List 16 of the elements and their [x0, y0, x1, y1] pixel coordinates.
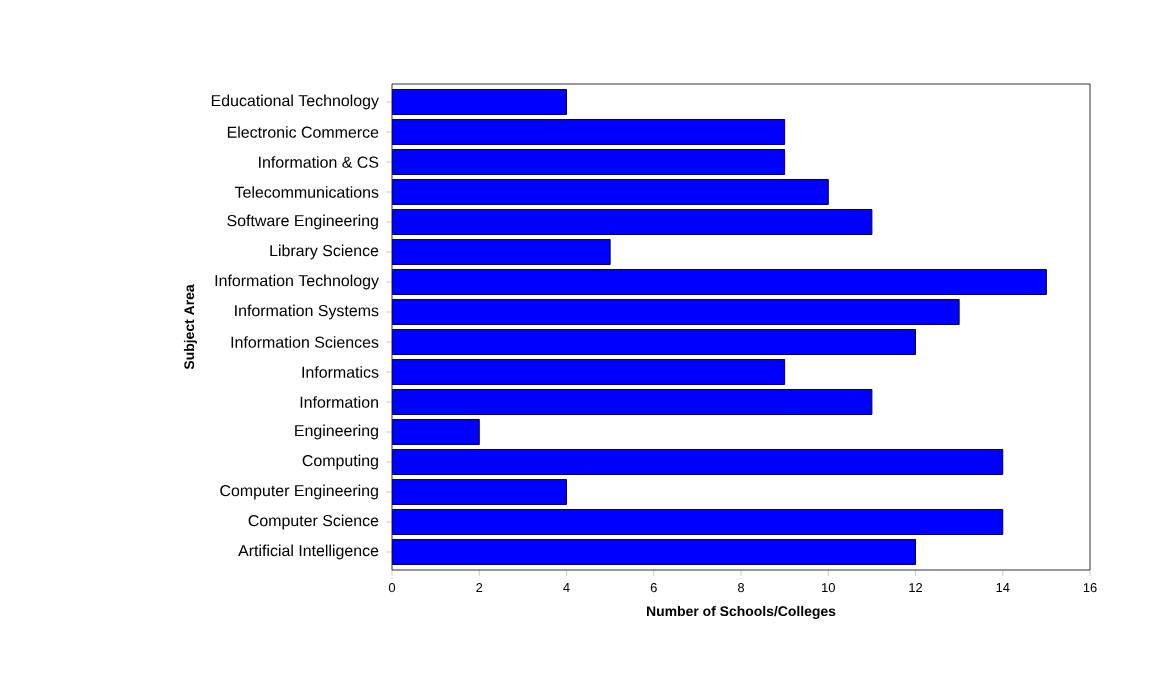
bar [392, 178, 829, 205]
bar [392, 359, 786, 385]
bar [392, 268, 1047, 295]
bar [392, 208, 873, 235]
bar [392, 449, 1004, 475]
bar [392, 479, 568, 505]
bar [392, 329, 917, 355]
bar [392, 389, 873, 415]
bar [392, 88, 568, 115]
bar [392, 148, 786, 175]
bar [392, 419, 480, 445]
bar [392, 509, 1004, 535]
bar [392, 539, 917, 565]
bar [392, 299, 960, 325]
bar [392, 118, 786, 145]
bar [392, 238, 611, 265]
